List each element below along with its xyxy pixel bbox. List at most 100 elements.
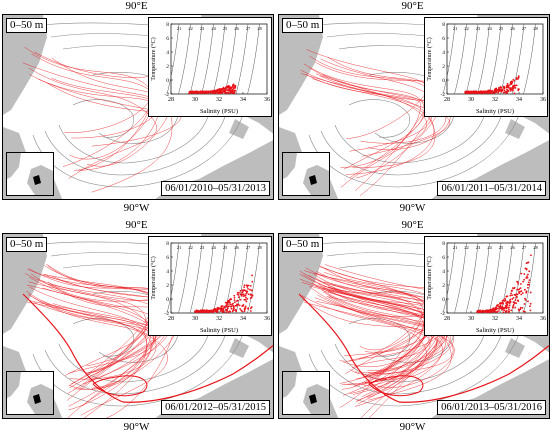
isopycnal-line [212, 242, 226, 314]
ts-point [243, 284, 246, 287]
ts-point [519, 306, 522, 309]
isopycnal-line [488, 242, 502, 314]
trajectory-line [317, 294, 438, 418]
ts-point [240, 294, 243, 297]
ts-point [188, 92, 191, 94]
isopycnal-line [224, 23, 237, 95]
ts-point [507, 301, 509, 304]
trajectory-line [315, 73, 439, 179]
isopycnal-label: 28 [533, 245, 538, 250]
depth-label: 0–50 m [282, 237, 324, 252]
ts-point [198, 91, 201, 94]
ts-point [515, 78, 518, 81]
ts-point [498, 88, 500, 91]
ts-point [495, 307, 497, 309]
ts-point [517, 300, 520, 303]
trajectory-line [299, 278, 423, 408]
ts-point [239, 298, 242, 301]
date-range-label: 06/01/2013–05/31/2016 [437, 400, 546, 415]
ts-point [239, 308, 242, 310]
x-tick-label: 36 [540, 316, 546, 322]
ts-point [503, 306, 506, 309]
isopycnal-line [212, 23, 226, 95]
depth-label: 0–50 m [282, 18, 324, 33]
x-tick-label: 28 [168, 316, 174, 322]
ts-point [507, 308, 510, 311]
isopycnal-line [247, 23, 260, 95]
ts-point [511, 294, 514, 297]
ts-point [504, 297, 507, 300]
y-tick-label: 4 [442, 269, 445, 275]
ts-point [503, 91, 506, 94]
ts-point [471, 91, 474, 94]
ts-point [502, 311, 505, 314]
isopycnal-label: 27 [246, 26, 251, 31]
island [505, 338, 525, 358]
ts-point [233, 301, 236, 304]
trajectory-line [51, 78, 173, 193]
y-tick-label: 4 [442, 50, 445, 56]
isopycnal-label: 27 [246, 245, 251, 250]
ts-point [219, 92, 222, 94]
ts-point [230, 86, 233, 89]
isopycnal-label: 22 [188, 245, 193, 250]
trajectory-line [300, 73, 427, 188]
ts-point [474, 92, 477, 95]
ts-point [506, 91, 509, 94]
ts-point [488, 310, 491, 313]
bathymetry-contour [320, 252, 505, 395]
isopycnal-line [523, 242, 536, 314]
isopycnal-label: 25 [499, 245, 504, 250]
ts-point [251, 280, 254, 283]
ts-point [502, 299, 505, 302]
isopycnal-line [166, 242, 180, 314]
ts-point [501, 302, 504, 305]
ts-point [243, 286, 246, 289]
ts-point [216, 89, 219, 92]
ts-point [515, 296, 518, 299]
x-tick-label: 34 [240, 316, 246, 322]
ts-point [217, 308, 220, 311]
ts-point [245, 296, 247, 299]
ts-point [250, 289, 253, 292]
isopycnal-line [224, 242, 237, 314]
ts-point [250, 310, 252, 312]
ts-point [246, 297, 249, 300]
y-tick-label: 6 [442, 36, 445, 42]
trajectory-line [298, 293, 549, 403]
y-tick-label: 6 [442, 255, 445, 261]
ts-point [251, 274, 254, 277]
ts-point [246, 284, 249, 287]
ts-point [501, 305, 504, 308]
ts-point [515, 302, 518, 305]
ts-point [524, 299, 527, 301]
ts-point [497, 310, 500, 312]
isopycnal-label: 24 [211, 26, 216, 31]
ts-point [505, 295, 508, 298]
ts-point [520, 272, 523, 275]
ts-point [529, 305, 531, 308]
trajectory-line [327, 291, 454, 377]
ts-point [509, 298, 512, 301]
isopycnal-label: 22 [464, 245, 469, 250]
ts-point [506, 88, 508, 91]
bathymetry-contour [348, 99, 410, 138]
isopycnal-label: 24 [487, 26, 492, 31]
ts-point [224, 91, 227, 94]
x-tick-label: 30 [468, 316, 474, 322]
ts-point [507, 86, 510, 89]
ts-point [524, 267, 527, 270]
ts-diagram-inset: 21 22 23 24 25 26 27 28 8 6 4 2 0 -2 28 30 32 34 36 Salinit… [148, 17, 272, 117]
ts-point [521, 307, 524, 309]
ts-point [503, 86, 506, 88]
ts-diagram-inset: 21 22 23 24 25 26 27 28 8 6 4 2 0 -2 28 30 32 34 36 Salinit… [424, 17, 548, 117]
ts-point [517, 89, 520, 92]
ts-point [230, 307, 233, 310]
ts-point [523, 288, 526, 291]
ts-point [527, 286, 529, 289]
ts-point [207, 92, 209, 95]
meridian-label-bottom: 90°W [123, 202, 150, 214]
ts-point [510, 290, 513, 292]
ts-point [512, 78, 515, 81]
ts-point [499, 86, 501, 89]
